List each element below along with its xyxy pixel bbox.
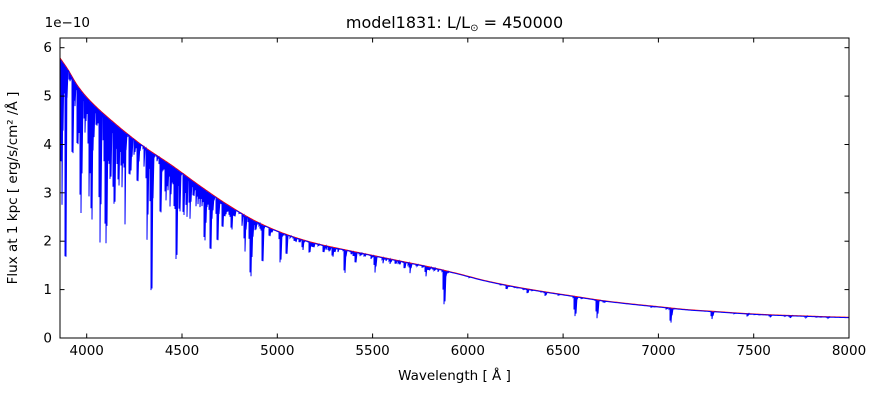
y-tick-label: 1 [43,282,52,298]
x-tick-label: 5000 [260,343,294,359]
x-tick-label: 6000 [451,343,485,359]
chart-title: model1831: L/L⊙ = 450000 [346,13,563,34]
y-tick-label: 4 [43,137,52,153]
x-axis-label: Wavelength [ Å ] [398,367,511,384]
y-axis-offset-text: 1e−10 [45,15,90,31]
x-tick-label: 8000 [832,343,866,359]
y-axis-label: Flux at 1 kpc [ erg/s/cm² /Å ] [4,92,21,285]
x-tick-label: 4000 [70,343,104,359]
x-tick-label: 5500 [355,343,389,359]
tick-marks [60,38,850,339]
y-tick-label: 5 [43,89,52,105]
x-tick-label: 7000 [641,343,675,359]
x-tick-label: 7500 [737,343,771,359]
x-tick-label: 4500 [165,343,199,359]
y-tick-label: 3 [43,185,52,201]
spectrum-line [59,58,850,323]
x-tick-label: 6500 [546,343,580,359]
axes-box [59,37,850,339]
y-tick-label: 0 [43,331,52,347]
y-tick-label: 6 [43,40,52,56]
y-tick-label: 2 [43,234,52,250]
